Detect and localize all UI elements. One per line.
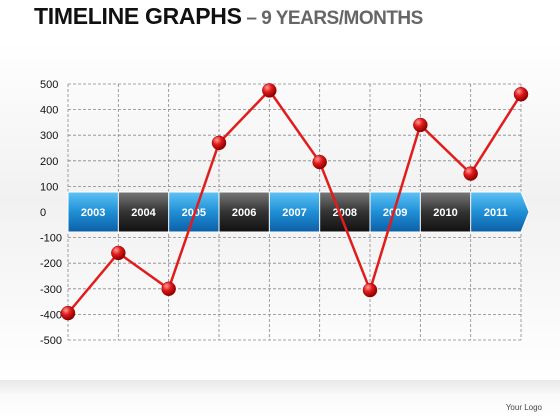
y-axis-ticks: 500 400 300 200 100 0 -100 -200 -300 -400 -500 xyxy=(40,79,62,347)
data-series xyxy=(60,83,529,321)
timeline-year-label: 2010 xyxy=(433,207,457,219)
y-tick-label: -300 xyxy=(40,284,62,296)
data-point xyxy=(262,83,277,98)
timeline-year-label: 2007 xyxy=(282,207,306,219)
footer-bar: Your Logo xyxy=(0,380,560,420)
y-tick-label: -400 xyxy=(40,309,62,321)
series-line xyxy=(67,89,523,314)
data-point xyxy=(413,117,428,133)
y-tick-label: -200 xyxy=(40,258,62,270)
timeline-year-label: 2008 xyxy=(333,207,357,219)
timeline-bar: 2003 2004 2005 2006 2007 2008 2009 2010 2011 xyxy=(67,191,530,233)
data-point xyxy=(463,166,478,181)
y-tick-label: 0 xyxy=(40,207,46,219)
y-tick-label: 400 xyxy=(40,105,58,117)
logo-text: Your Logo xyxy=(505,403,542,412)
page-title: TIMELINE GRAPHS – 9 YEARS/MONTHS xyxy=(34,3,423,30)
y-tick-label: -100 xyxy=(40,233,62,245)
data-point xyxy=(513,86,529,102)
y-tick-label: 300 xyxy=(40,130,58,142)
data-point xyxy=(111,245,126,261)
y-tick-label: 100 xyxy=(40,181,58,193)
timeline-year-label: 2004 xyxy=(131,207,156,219)
y-tick-label: 500 xyxy=(40,79,58,91)
y-tick-label: 200 xyxy=(40,156,58,168)
data-point xyxy=(312,154,327,170)
data-point xyxy=(211,135,227,151)
timeline-year-label: 2011 xyxy=(484,207,508,219)
data-point xyxy=(60,305,76,321)
timeline-year-label: 2009 xyxy=(383,207,407,219)
timeline-year-label: 2006 xyxy=(232,207,256,219)
title-subtitle: – 9 YEARS/MONTHS xyxy=(241,8,423,29)
data-point xyxy=(161,281,176,297)
timeline-year-label: 2003 xyxy=(81,207,105,219)
timeline-segment xyxy=(470,191,530,233)
y-tick-label: -500 xyxy=(40,335,62,347)
data-point xyxy=(362,282,378,298)
title-main: TIMELINE GRAPHS xyxy=(34,3,242,29)
